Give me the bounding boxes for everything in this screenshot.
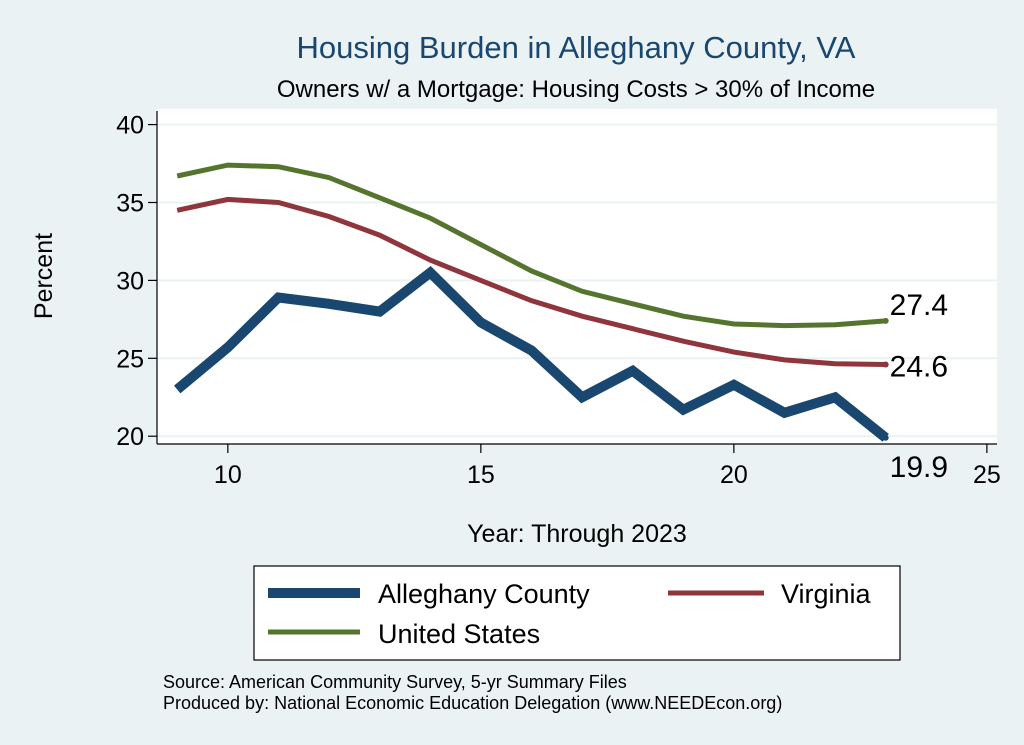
x-tick-label: 25 bbox=[973, 461, 1001, 489]
legend-label-virginia: Virginia bbox=[781, 579, 872, 609]
y-axis-title: Percent bbox=[30, 233, 58, 319]
series-lines bbox=[174, 162, 889, 442]
x-tick-label: 15 bbox=[467, 461, 495, 489]
series-end-marker bbox=[882, 434, 889, 441]
series-end-label: 27.4 bbox=[890, 289, 948, 322]
x-axis-title: Year: Through 2023 bbox=[467, 520, 687, 548]
y-tick-label: 20 bbox=[116, 423, 144, 451]
grid-lines bbox=[157, 123, 997, 438]
series-end-label: 24.6 bbox=[890, 351, 948, 384]
x-tick-label: 10 bbox=[214, 461, 242, 489]
source-note: Source: American Community Survey, 5-yr … bbox=[163, 672, 627, 692]
x-tick-label: 20 bbox=[720, 461, 748, 489]
series-line-united-states bbox=[176, 162, 886, 329]
chart-subtitle: Owners w/ a Mortgage: Housing Costs > 30… bbox=[277, 76, 875, 103]
axes: 20 25 30 35 40 10 15 20 25 bbox=[116, 111, 1001, 489]
legend-label-united-states: United States bbox=[378, 619, 540, 649]
legend: Alleghany County Virginia United States bbox=[253, 565, 901, 661]
y-tick-label: 35 bbox=[116, 189, 144, 217]
series-end-marker bbox=[882, 317, 889, 324]
y-tick-label: 40 bbox=[116, 112, 144, 140]
end-labels: 27.4 24.6 19.9 bbox=[890, 289, 948, 484]
produced-by-note: Produced by: National Economic Education… bbox=[163, 693, 782, 713]
legend-box bbox=[253, 565, 901, 661]
chart-title: Housing Burden in Alleghany County, VA bbox=[297, 30, 856, 65]
series-line-alleghany-county bbox=[174, 265, 889, 442]
y-tick-label: 25 bbox=[116, 345, 144, 373]
legend-label-alleghany: Alleghany County bbox=[378, 579, 590, 609]
y-tick-label: 30 bbox=[116, 267, 144, 295]
series-end-marker bbox=[882, 361, 889, 368]
series-line-virginia bbox=[176, 196, 886, 367]
series-end-label: 19.9 bbox=[890, 451, 948, 484]
